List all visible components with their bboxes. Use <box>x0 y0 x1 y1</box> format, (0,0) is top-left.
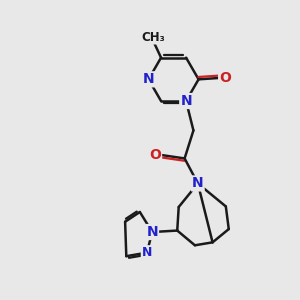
Text: N: N <box>146 225 158 239</box>
Text: CH₃: CH₃ <box>141 31 165 44</box>
Text: O: O <box>149 148 161 162</box>
Text: N: N <box>142 246 152 259</box>
Text: O: O <box>219 71 231 85</box>
Text: N: N <box>192 176 204 190</box>
Text: N: N <box>180 94 192 108</box>
Text: N: N <box>143 72 154 86</box>
